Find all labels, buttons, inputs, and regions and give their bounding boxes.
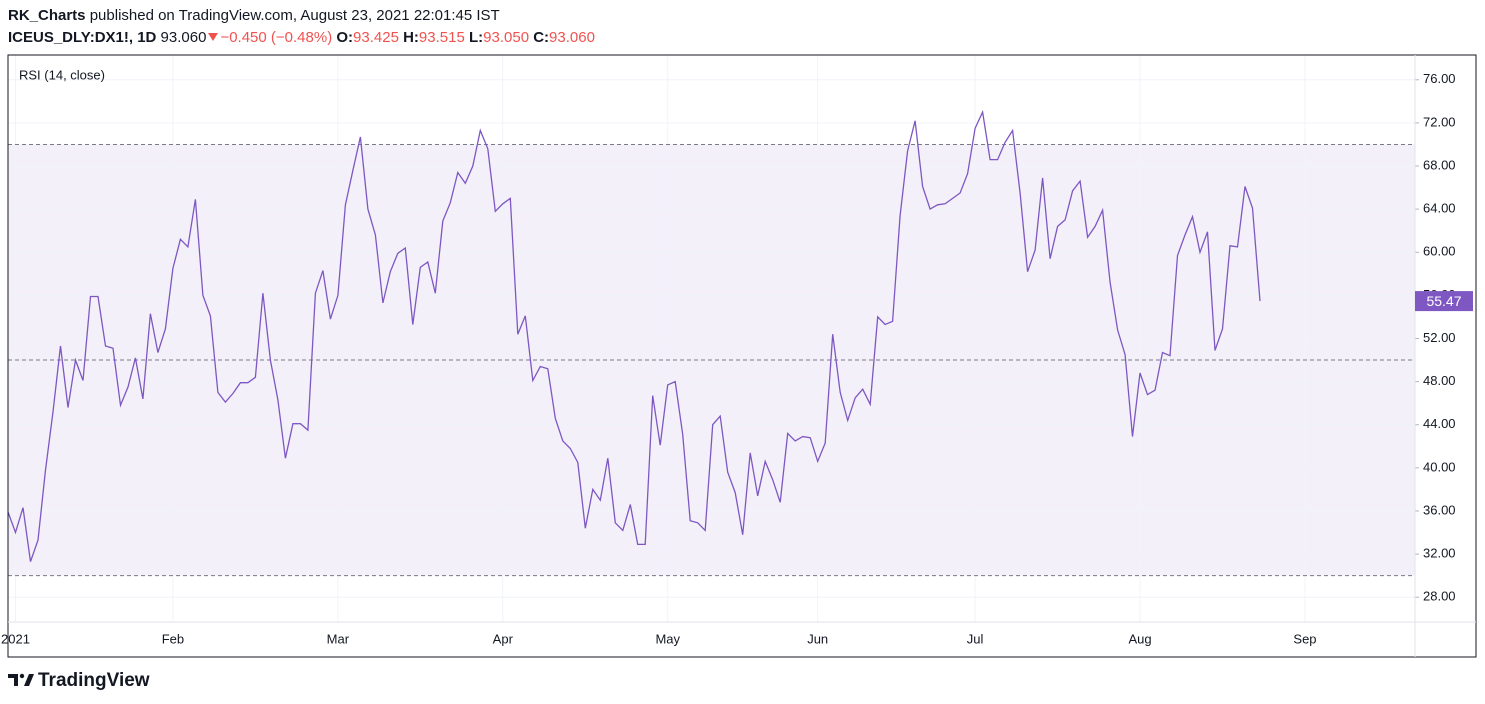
down-arrow: [208, 33, 219, 41]
symbol: ICEUS_DLY:DX1!, 1D: [8, 29, 157, 46]
close: 93.060: [549, 29, 595, 46]
open: 93.425: [353, 29, 399, 46]
change: −0.450 (−0.48%): [220, 29, 333, 46]
high-label: H:: [403, 29, 419, 46]
x-tick-label: Aug: [1128, 631, 1151, 646]
y-tick-label: 76.00: [1423, 71, 1456, 86]
y-tick-label: 64.00: [1423, 201, 1456, 216]
y-tick-label: 60.00: [1423, 244, 1456, 259]
low: 93.050: [483, 29, 530, 46]
last-value-label: 55.47: [1426, 293, 1461, 309]
y-tick-label: 44.00: [1423, 416, 1456, 431]
last-value-box: [1415, 291, 1473, 312]
x-tick-label: Mar: [327, 631, 350, 646]
y-tick-label: 28.00: [1423, 589, 1456, 604]
y-tick-label: 68.00: [1423, 157, 1456, 172]
last-price: 93.060: [160, 29, 207, 46]
y-tick-label: 72.00: [1423, 114, 1456, 129]
x-tick-label: Apr: [493, 631, 514, 646]
y-tick-label: 40.00: [1423, 459, 1456, 474]
y-tick-label: 36.00: [1423, 502, 1456, 517]
open-label: O:: [336, 29, 354, 46]
published: published on TradingView.com, August 23,…: [89, 7, 500, 24]
x-tick-label: Jun: [807, 631, 828, 646]
x-tick-label: May: [655, 631, 680, 646]
y-tick-label: 48.00: [1423, 373, 1456, 388]
x-tick-label: Sep: [1293, 631, 1316, 646]
x-tick-label: Jul: [967, 631, 984, 646]
high: 93.515: [418, 29, 465, 46]
x-tick-label: 2021: [1, 631, 30, 646]
brand: TradingView: [38, 670, 150, 691]
close-label: C:: [533, 29, 550, 46]
x-tick-label: Feb: [162, 631, 184, 646]
publish-line: RK_Charts published on TradingView.com, …: [8, 7, 500, 24]
y-tick-label: 32.00: [1423, 546, 1456, 561]
y-tick-label: 52.00: [1423, 330, 1456, 345]
author: RK_Charts: [8, 7, 86, 24]
logo: [8, 673, 34, 686]
chart-title: RSI (14, close): [19, 67, 105, 82]
low-label: L:: [468, 29, 484, 46]
symbol-line: ICEUS_DLY:DX1!, 1D 93.060 −0.450 (−0.48%)…: [8, 29, 595, 46]
chart-frame: [7, 54, 1477, 658]
rsi-line: [7, 109, 1261, 562]
